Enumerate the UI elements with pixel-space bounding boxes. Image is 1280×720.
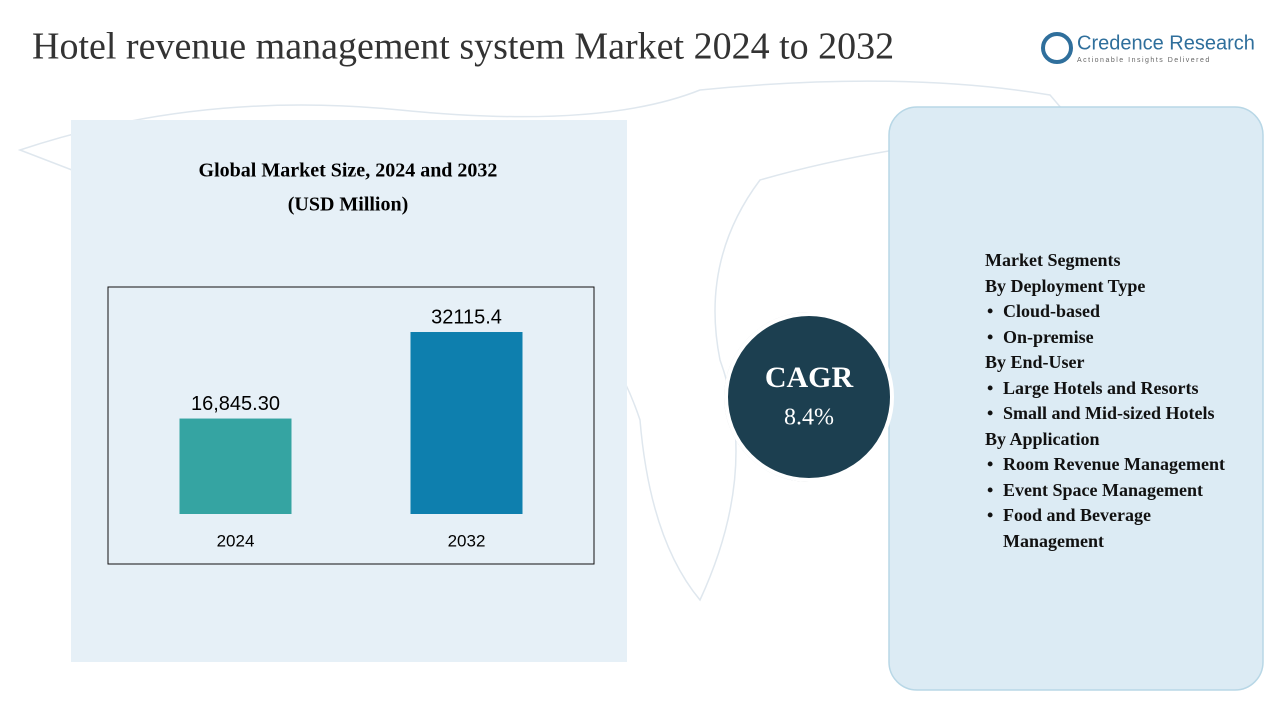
segment-item: Cloud-based bbox=[985, 299, 1255, 325]
segments-heading: Market Segments bbox=[985, 250, 1121, 270]
segment-item: On-premise bbox=[985, 325, 1255, 351]
chart-frame bbox=[107, 286, 595, 565]
brand-tagline: Actionable Insights Delivered bbox=[1077, 57, 1211, 64]
segment-group-title: By Deployment Type bbox=[985, 275, 1146, 296]
chart-title: Global Market Size, 2024 and 2032 bbox=[199, 160, 498, 182]
segment-list: Room Revenue ManagementEvent Space Manag… bbox=[985, 452, 1255, 554]
page-title: Hotel revenue management system Market 2… bbox=[32, 26, 894, 68]
segment-list: Large Hotels and ResortsSmall and Mid-si… bbox=[985, 376, 1255, 427]
brand-logo bbox=[1041, 32, 1073, 64]
brand-name: Credence Research bbox=[1077, 32, 1255, 54]
x-tick-label: 2024 bbox=[217, 531, 255, 550]
segment-group-title: By Application bbox=[985, 428, 1100, 449]
cagr-value: 8.4% bbox=[784, 405, 834, 431]
bar bbox=[410, 332, 523, 514]
bar bbox=[179, 418, 292, 514]
value-label: 32115.4 bbox=[431, 306, 502, 328]
left-panel bbox=[71, 120, 627, 662]
cagr-circle bbox=[724, 312, 894, 482]
segment-item: Event Space Management bbox=[985, 478, 1255, 504]
segment-item: Small and Mid-sized Hotels bbox=[985, 401, 1255, 427]
x-tick-label: 2032 bbox=[448, 531, 486, 550]
chart-subtitle: (USD Million) bbox=[288, 194, 409, 216]
value-label: 16,845.30 bbox=[191, 393, 280, 415]
segment-group-title: By End-User bbox=[985, 352, 1085, 372]
cagr-label: CAGR bbox=[765, 361, 854, 394]
segment-item: Food and Beverage Management bbox=[985, 503, 1255, 554]
segments: Market Segments By Deployment Type Cloud-b… bbox=[985, 248, 1255, 554]
segment-list: Cloud-basedOn-premise bbox=[985, 299, 1255, 350]
segment-item: Room Revenue Management bbox=[985, 452, 1255, 478]
segment-item: Large Hotels and Resorts bbox=[985, 376, 1255, 402]
